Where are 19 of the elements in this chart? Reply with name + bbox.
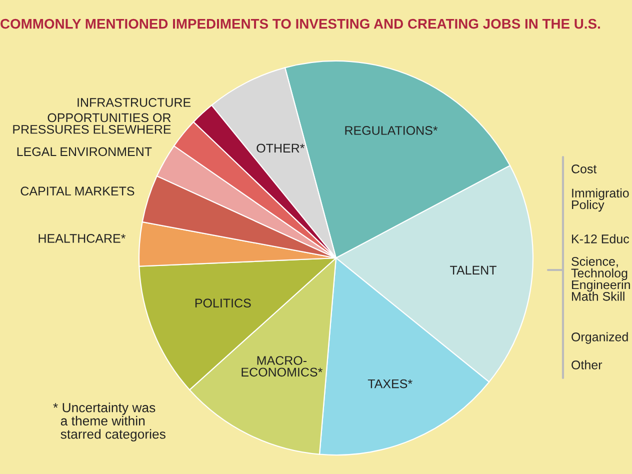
- text: K-12 Educ: [572, 234, 630, 244]
- slice-label: REGULATIONS*: [345, 126, 438, 135]
- slice-label: INFRASTRUCTURE: [78, 98, 191, 107]
- slice-label: TALENT: [450, 266, 496, 274]
- text: Organized: [572, 332, 628, 344]
- chart-title: COMMONLY MENTIONED IMPEDIMENTS TO INVESTING AND CREATING JOBS IN THE U.S.: [0, 18, 600, 29]
- text: Science, Technolog Engineerin Math Skill: [571, 256, 630, 301]
- text: * Uncertainty was a theme within starred categories: [53, 402, 166, 442]
- text: Immigratio Policy: [572, 188, 629, 212]
- text: Cost: [572, 164, 597, 174]
- slice-label: OTHER*: [256, 144, 305, 153]
- slice-label: TAXES*: [368, 379, 412, 388]
- slice-label: OPPORTUNITIES OR PRESSURES ELSEWHERE: [13, 113, 171, 134]
- slice-label: LEGAL ENVIRONMENT: [17, 147, 152, 156]
- slice-label: HEALTHCARE*: [38, 234, 126, 243]
- text: Other: [572, 360, 602, 370]
- slice-label: MACRO- ECONOMICS*: [242, 356, 322, 377]
- slice-label: POLITICS: [195, 298, 251, 308]
- slice-label: CAPITAL MARKETS: [20, 186, 134, 196]
